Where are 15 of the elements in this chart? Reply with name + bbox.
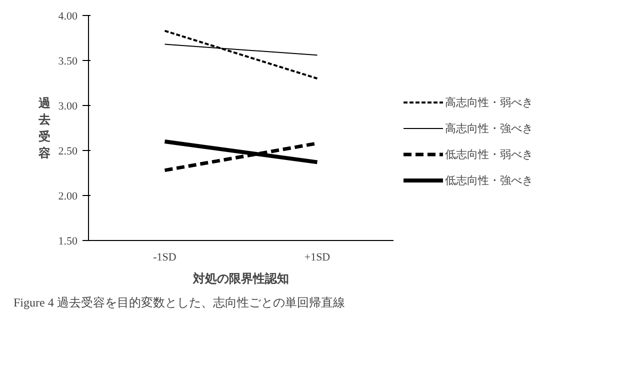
legend-label: 高志向性・強べき	[445, 122, 533, 136]
y-axis-title: 過去受容	[37, 96, 52, 160]
x-tick-label: +1SD	[304, 252, 330, 264]
y-tick-label: 2.50	[58, 146, 78, 158]
y-tick-label: 4.00	[58, 10, 78, 22]
legend-label: 高志向性・弱べき	[445, 96, 533, 110]
x-tick-label: -1SD	[153, 252, 176, 264]
x-axis-title: 対処の限界性認知	[192, 272, 289, 286]
y-tick-label: 3.50	[58, 56, 78, 68]
legend-label: 低志向性・強べき	[445, 174, 533, 188]
legend-label: 低志向性・弱べき	[445, 148, 533, 162]
y-tick-label: 1.50	[58, 236, 78, 248]
y-tick-label: 2.00	[58, 190, 78, 202]
caption: Figure 4 過去受容を目的変数とした、志向性ごとの単回帰直線	[14, 296, 345, 310]
y-tick-label: 3.00	[58, 100, 78, 112]
